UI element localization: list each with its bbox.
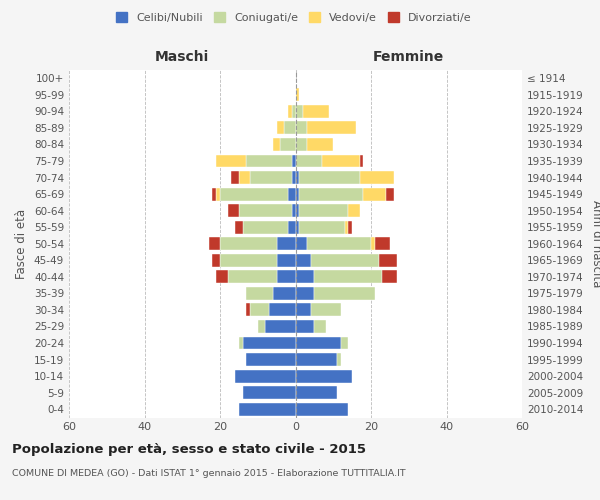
Bar [322,154,359,168]
Bar [296,171,299,184]
Bar [359,154,364,168]
Bar [314,320,326,333]
Bar [307,138,333,151]
Bar [288,105,292,118]
Bar [273,287,296,300]
Bar [296,353,337,366]
Y-axis label: Anni di nascita: Anni di nascita [590,200,600,288]
Bar [235,370,296,382]
Bar [296,122,307,134]
Text: Femmine: Femmine [373,50,445,64]
Bar [292,105,296,118]
Bar [303,105,329,118]
Bar [314,287,375,300]
Bar [296,154,322,168]
Text: Popolazione per età, sesso e stato civile - 2015: Popolazione per età, sesso e stato civil… [12,442,366,456]
Bar [299,204,349,217]
Bar [349,220,352,234]
Bar [212,254,220,267]
Bar [341,336,349,349]
Bar [314,270,382,283]
Bar [296,270,314,283]
Bar [277,270,296,283]
Bar [284,122,296,134]
Y-axis label: Fasce di età: Fasce di età [16,208,28,279]
Bar [337,353,341,366]
Bar [227,270,277,283]
Bar [280,138,296,151]
Bar [250,171,292,184]
Bar [239,204,292,217]
Bar [242,336,296,349]
Bar [307,238,371,250]
Bar [209,238,220,250]
Bar [296,88,299,102]
Bar [258,320,265,333]
Bar [311,254,379,267]
Bar [292,204,296,217]
Bar [216,154,247,168]
Bar [239,336,242,349]
Bar [311,304,341,316]
Bar [269,304,296,316]
Bar [292,171,296,184]
Bar [375,238,390,250]
Bar [359,171,394,184]
Bar [239,403,296,415]
Text: Maschi: Maschi [155,50,209,64]
Bar [288,188,296,200]
Bar [220,188,288,200]
Bar [232,171,239,184]
Legend: Celibi/Nubili, Coniugati/e, Vedovi/e, Divorziati/e: Celibi/Nubili, Coniugati/e, Vedovi/e, Di… [112,8,476,28]
Bar [379,254,397,267]
Bar [296,386,337,399]
Bar [296,238,307,250]
Bar [265,320,296,333]
Bar [247,154,292,168]
Bar [216,188,220,200]
Bar [296,204,299,217]
Bar [250,304,269,316]
Bar [296,105,303,118]
Bar [235,220,242,234]
Bar [292,154,296,168]
Bar [296,304,311,316]
Bar [299,171,359,184]
Bar [349,204,359,217]
Bar [216,270,227,283]
Bar [273,138,280,151]
Bar [277,254,296,267]
Bar [296,188,299,200]
Bar [220,238,277,250]
Text: COMUNE DI MEDEA (GO) - Dati ISTAT 1° gennaio 2015 - Elaborazione TUTTITALIA.IT: COMUNE DI MEDEA (GO) - Dati ISTAT 1° gen… [12,468,406,477]
Bar [364,188,386,200]
Bar [307,122,356,134]
Bar [247,287,273,300]
Bar [239,171,250,184]
Bar [382,270,397,283]
Bar [227,204,239,217]
Bar [277,238,296,250]
Bar [296,287,314,300]
Bar [277,122,284,134]
Bar [296,336,341,349]
Bar [247,304,250,316]
Bar [242,220,288,234]
Bar [371,238,375,250]
Bar [299,220,344,234]
Bar [299,188,364,200]
Bar [296,254,311,267]
Bar [212,188,216,200]
Bar [296,138,307,151]
Bar [220,254,277,267]
Bar [288,220,296,234]
Bar [296,403,349,415]
Bar [296,320,314,333]
Bar [344,220,349,234]
Bar [296,370,352,382]
Bar [386,188,394,200]
Bar [296,220,299,234]
Bar [242,386,296,399]
Bar [247,353,296,366]
